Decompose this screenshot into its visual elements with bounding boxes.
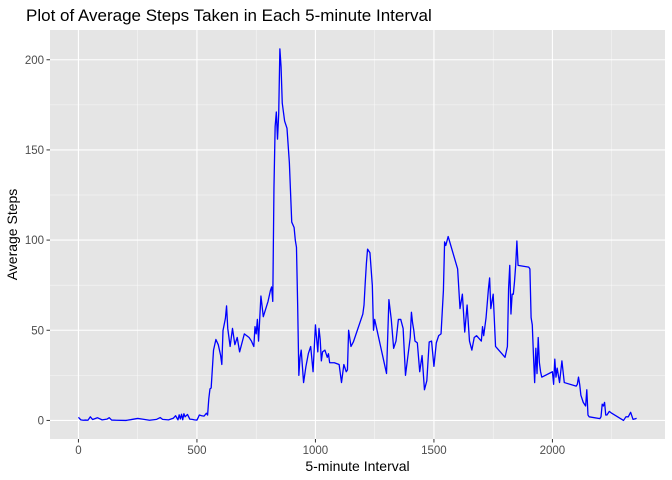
plot-panel xyxy=(50,30,665,439)
x-tick-label: 1000 xyxy=(303,445,329,457)
y-tick-label: 0 xyxy=(38,415,44,427)
grid-major xyxy=(50,30,665,439)
y-axis-ticks: 0 50 100 150 200 xyxy=(25,55,50,427)
series-line xyxy=(77,48,637,422)
y-tick-label: 100 xyxy=(25,235,44,247)
chart-title: Plot of Average Steps Taken in Each 5-mi… xyxy=(26,6,432,25)
x-tick-label: 1500 xyxy=(421,445,447,457)
y-tick-label: 200 xyxy=(25,55,44,67)
grid-minor xyxy=(50,30,665,439)
x-tick-label: 500 xyxy=(187,445,206,457)
y-axis-title: Average Steps xyxy=(4,189,20,281)
x-axis-title: 5-minute Interval xyxy=(305,458,409,474)
y-tick-label: 50 xyxy=(31,325,44,337)
series-layer xyxy=(77,48,637,422)
y-tick-label: 150 xyxy=(25,145,44,157)
x-axis-ticks: 0 500 1000 1500 2000 xyxy=(75,439,565,457)
x-tick-label: 2000 xyxy=(540,445,566,457)
x-tick-label: 0 xyxy=(75,445,81,457)
